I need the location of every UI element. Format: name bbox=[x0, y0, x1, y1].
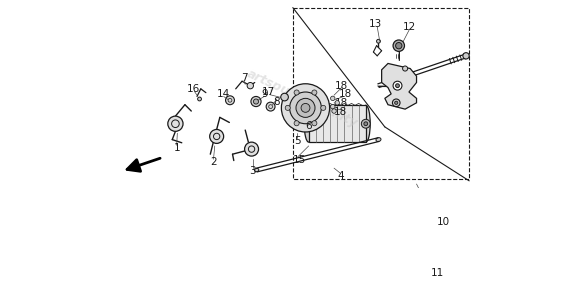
Circle shape bbox=[285, 105, 290, 110]
Text: 17: 17 bbox=[261, 87, 275, 97]
Text: 10: 10 bbox=[438, 217, 450, 227]
Circle shape bbox=[247, 83, 254, 89]
Text: 3: 3 bbox=[250, 166, 256, 176]
Text: 6: 6 bbox=[305, 121, 312, 131]
Circle shape bbox=[296, 98, 315, 118]
Circle shape bbox=[225, 96, 235, 105]
Text: 9: 9 bbox=[261, 89, 268, 99]
Text: 8: 8 bbox=[273, 96, 280, 107]
Text: artspublimobility: artspublimobility bbox=[245, 67, 360, 130]
Circle shape bbox=[244, 142, 258, 156]
Circle shape bbox=[251, 96, 261, 107]
Text: 2: 2 bbox=[210, 157, 217, 167]
Circle shape bbox=[332, 109, 336, 113]
Text: 18: 18 bbox=[334, 107, 347, 117]
Circle shape bbox=[254, 99, 258, 104]
Text: 7: 7 bbox=[240, 73, 247, 83]
Circle shape bbox=[198, 97, 202, 101]
Ellipse shape bbox=[304, 105, 313, 142]
Circle shape bbox=[463, 53, 469, 59]
Text: 5: 5 bbox=[294, 136, 301, 146]
Circle shape bbox=[403, 66, 407, 71]
Circle shape bbox=[266, 102, 275, 111]
Text: 13: 13 bbox=[369, 19, 382, 29]
Text: 4: 4 bbox=[337, 171, 344, 181]
Circle shape bbox=[294, 90, 299, 95]
Ellipse shape bbox=[361, 105, 370, 142]
Text: 1: 1 bbox=[173, 144, 180, 154]
Circle shape bbox=[281, 84, 329, 132]
Ellipse shape bbox=[376, 138, 381, 141]
Text: 18: 18 bbox=[335, 81, 349, 91]
Text: 11: 11 bbox=[431, 268, 444, 278]
Circle shape bbox=[210, 129, 224, 143]
Circle shape bbox=[321, 105, 326, 110]
Text: 16: 16 bbox=[187, 84, 200, 94]
Text: 12: 12 bbox=[403, 22, 416, 32]
Circle shape bbox=[294, 121, 299, 126]
Text: 18: 18 bbox=[335, 98, 349, 108]
Circle shape bbox=[331, 96, 335, 101]
Circle shape bbox=[331, 104, 335, 109]
Circle shape bbox=[395, 84, 399, 88]
Text: 14: 14 bbox=[217, 89, 230, 99]
Circle shape bbox=[168, 116, 183, 131]
Circle shape bbox=[301, 103, 310, 112]
Circle shape bbox=[290, 92, 321, 124]
Circle shape bbox=[281, 93, 288, 101]
Text: 15: 15 bbox=[292, 155, 306, 165]
Ellipse shape bbox=[254, 168, 259, 172]
Circle shape bbox=[392, 99, 400, 107]
Circle shape bbox=[335, 101, 339, 105]
Circle shape bbox=[312, 90, 317, 95]
Circle shape bbox=[361, 119, 370, 128]
Circle shape bbox=[376, 39, 380, 43]
Bar bbox=[293, 8, 469, 179]
Bar bbox=[426, 238, 464, 286]
Circle shape bbox=[364, 122, 368, 126]
Circle shape bbox=[393, 81, 402, 90]
Circle shape bbox=[393, 40, 405, 52]
Circle shape bbox=[395, 43, 402, 49]
Bar bbox=[309, 105, 366, 142]
Circle shape bbox=[395, 101, 398, 104]
Circle shape bbox=[312, 121, 317, 126]
Polygon shape bbox=[381, 63, 417, 109]
Text: 18: 18 bbox=[339, 89, 352, 99]
